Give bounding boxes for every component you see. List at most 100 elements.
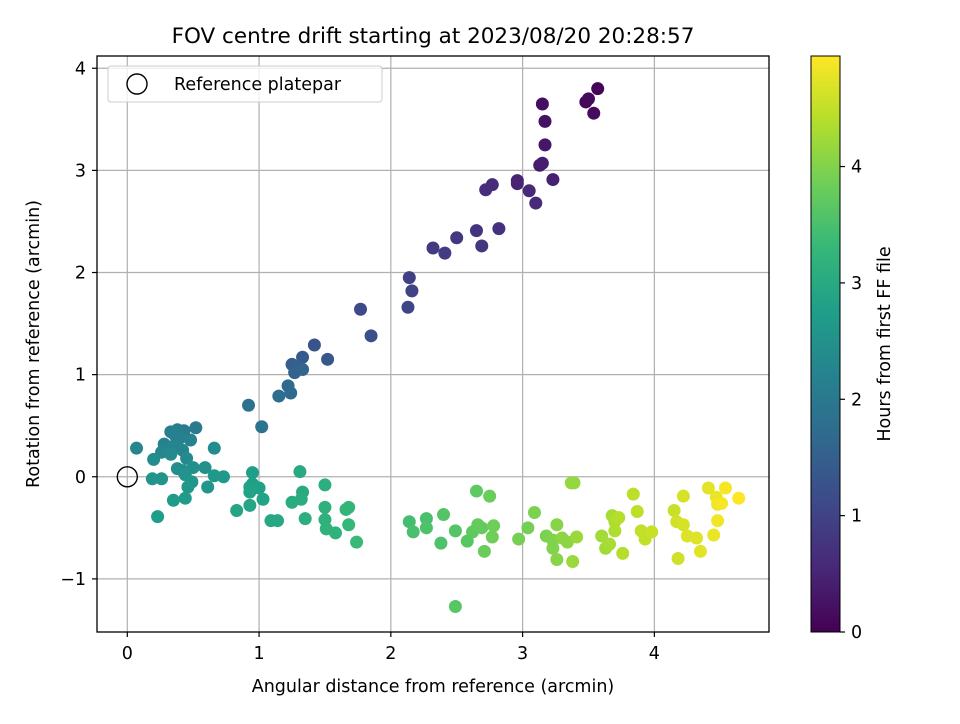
data-point bbox=[645, 525, 659, 539]
data-point bbox=[626, 487, 640, 501]
data-point bbox=[426, 241, 440, 255]
data-point bbox=[732, 491, 746, 505]
data-point bbox=[492, 222, 506, 236]
data-point bbox=[243, 485, 257, 499]
data-point bbox=[538, 138, 552, 152]
data-point bbox=[438, 246, 452, 260]
data-point bbox=[567, 476, 581, 490]
data-point bbox=[166, 493, 180, 507]
x-tick-label: 1 bbox=[254, 644, 265, 664]
data-point bbox=[448, 524, 462, 538]
data-point bbox=[510, 177, 524, 191]
data-point bbox=[690, 531, 704, 545]
data-point bbox=[595, 529, 609, 543]
data-point bbox=[342, 500, 356, 514]
data-point bbox=[178, 491, 192, 505]
legend-open-circle-icon bbox=[126, 73, 148, 95]
data-point bbox=[630, 504, 644, 518]
data-point bbox=[230, 503, 244, 517]
data-point bbox=[469, 224, 483, 238]
data-point bbox=[587, 106, 601, 120]
data-point bbox=[293, 465, 307, 479]
data-point bbox=[448, 599, 462, 613]
data-point bbox=[164, 447, 178, 461]
data-point bbox=[242, 398, 256, 412]
x-tick-label: 3 bbox=[517, 644, 528, 664]
data-point bbox=[318, 478, 332, 492]
data-point bbox=[307, 338, 321, 352]
data-point bbox=[256, 492, 270, 506]
data-point bbox=[318, 500, 332, 514]
data-point bbox=[296, 363, 310, 377]
data-point bbox=[184, 433, 198, 447]
y-axis-ticks: −1 0 1 2 3 4 bbox=[60, 59, 97, 590]
data-point bbox=[527, 506, 541, 520]
data-point bbox=[616, 546, 630, 560]
data-point bbox=[434, 536, 448, 550]
data-point bbox=[550, 518, 564, 532]
data-point bbox=[298, 512, 312, 526]
data-point bbox=[342, 518, 356, 532]
colorbar bbox=[810, 55, 841, 633]
y-tick-label: 2 bbox=[75, 264, 86, 284]
data-point bbox=[201, 480, 215, 494]
data-point bbox=[693, 544, 707, 558]
data-point bbox=[285, 495, 299, 509]
colorbar-tick-label: 2 bbox=[851, 390, 862, 410]
data-point bbox=[130, 441, 144, 455]
legend: Reference platepar bbox=[107, 65, 383, 103]
data-point bbox=[479, 183, 493, 197]
y-tick-label: 0 bbox=[75, 468, 86, 488]
data-point bbox=[566, 555, 580, 569]
data-point bbox=[550, 552, 564, 566]
data-point bbox=[402, 271, 416, 285]
data-point bbox=[328, 526, 342, 540]
data-point bbox=[591, 82, 605, 96]
data-point bbox=[485, 530, 499, 544]
data-point bbox=[581, 92, 595, 106]
data-point bbox=[243, 498, 257, 512]
data-point bbox=[255, 420, 269, 434]
x-tick-label: 2 bbox=[385, 644, 396, 664]
x-axis-label: Angular distance from reference (arcmin) bbox=[252, 677, 615, 697]
data-point bbox=[667, 503, 681, 517]
data-point bbox=[522, 184, 536, 198]
data-point bbox=[612, 511, 626, 525]
data-point bbox=[671, 551, 685, 565]
colorbar-tick-label: 4 bbox=[851, 158, 862, 178]
data-point bbox=[401, 300, 415, 314]
data-point bbox=[437, 508, 451, 522]
data-point bbox=[676, 489, 690, 503]
legend-box bbox=[107, 65, 383, 103]
grid-lines bbox=[97, 56, 769, 632]
data-point bbox=[145, 472, 159, 486]
data-point bbox=[419, 512, 433, 526]
y-axis-label: Rotation from reference (arcmin) bbox=[24, 200, 44, 488]
data-points bbox=[130, 82, 746, 613]
data-point bbox=[603, 537, 617, 551]
data-point bbox=[181, 480, 195, 494]
data-point bbox=[469, 484, 483, 498]
data-point bbox=[477, 544, 491, 558]
plot-frame bbox=[96, 55, 770, 633]
data-point bbox=[487, 519, 501, 533]
data-point bbox=[475, 239, 489, 253]
data-point bbox=[535, 97, 549, 111]
y-tick-label: 4 bbox=[75, 59, 86, 79]
data-point bbox=[546, 173, 560, 187]
data-point bbox=[546, 541, 560, 555]
data-point bbox=[245, 466, 259, 480]
colorbar-tick-label: 3 bbox=[851, 274, 862, 294]
data-point bbox=[535, 156, 549, 170]
data-point bbox=[350, 535, 364, 549]
data-point bbox=[207, 441, 221, 455]
x-tick-label: 0 bbox=[122, 644, 133, 664]
y-tick-label: 1 bbox=[75, 366, 86, 386]
data-point bbox=[521, 521, 535, 535]
data-point bbox=[676, 518, 690, 532]
data-point bbox=[180, 451, 194, 465]
data-point bbox=[711, 514, 725, 528]
data-point bbox=[155, 472, 169, 486]
chart-title: FOV centre drift starting at 2023/08/20 … bbox=[172, 24, 695, 49]
